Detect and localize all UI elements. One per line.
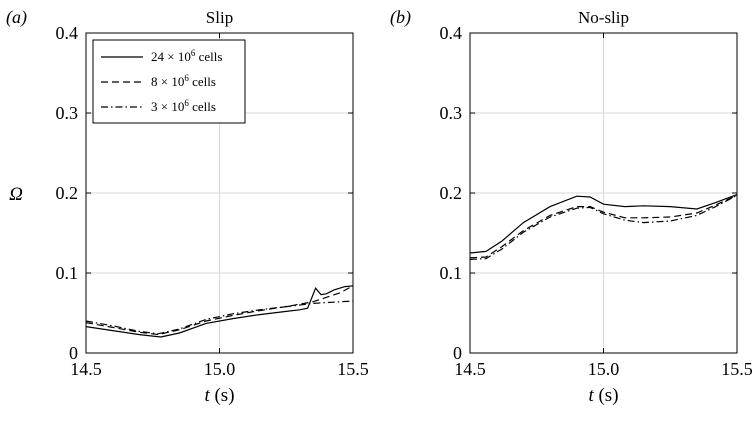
series-line-dashed: [469, 194, 738, 259]
chart-panel-2: 14.5 15.0 15.5 0 0.1 0.2 0.3 0.4 No-slip (b) t (s): [390, 7, 752, 406]
series-line-solid: [85, 285, 354, 338]
legend: 24 × 106 cells 8 × 106 cells 3 × 106 cells: [92, 39, 246, 124]
y-tick-label: 0: [453, 343, 462, 363]
x-tick-label: 14.5: [70, 359, 102, 379]
x-tick-label: 15.5: [337, 359, 369, 379]
x-tick-label: 15.0: [204, 359, 236, 379]
panel-label: (a): [6, 7, 27, 28]
series-line-solid: [469, 194, 738, 254]
series-line-dashed: [85, 285, 354, 336]
y-tick-label: 0.4: [440, 23, 463, 43]
series-line-dashdot: [85, 300, 354, 335]
y-tick-label: 0.4: [56, 23, 79, 43]
y-tick-label: 0.2: [440, 183, 463, 203]
y-tick-label: 0.3: [56, 103, 79, 123]
panel-title: No-slip: [578, 8, 629, 27]
panel-title: Slip: [206, 8, 233, 27]
y-tick-label: 0.1: [440, 263, 463, 283]
x-axis-label: t (s): [588, 385, 618, 406]
y-tick-label: 0.3: [440, 103, 463, 123]
y-tick-label: 0.1: [56, 263, 79, 283]
panel-label: (b): [390, 7, 411, 28]
x-tick-label: 14.5: [454, 359, 486, 379]
x-axis-label: t (s): [204, 385, 234, 406]
y-tick-label: 0: [69, 343, 78, 363]
legend-entry: 8 × 106 cells: [151, 73, 216, 89]
x-tick-label: 15.5: [721, 359, 752, 379]
legend-entry: 3 × 106 cells: [151, 98, 216, 114]
legend-entry: 24 × 106 cells: [151, 48, 222, 64]
chart-panel-1: 14.5 15.0 15.5 0 0.1 0.2 0.3 0.4 Slip (a) t (s) Ω 24…: [6, 7, 369, 406]
x-tick-label: 15.0: [588, 359, 620, 379]
y-axis-label: Ω: [9, 184, 23, 205]
y-tick-label: 0.2: [56, 183, 79, 203]
series-line-dashdot: [469, 194, 738, 260]
